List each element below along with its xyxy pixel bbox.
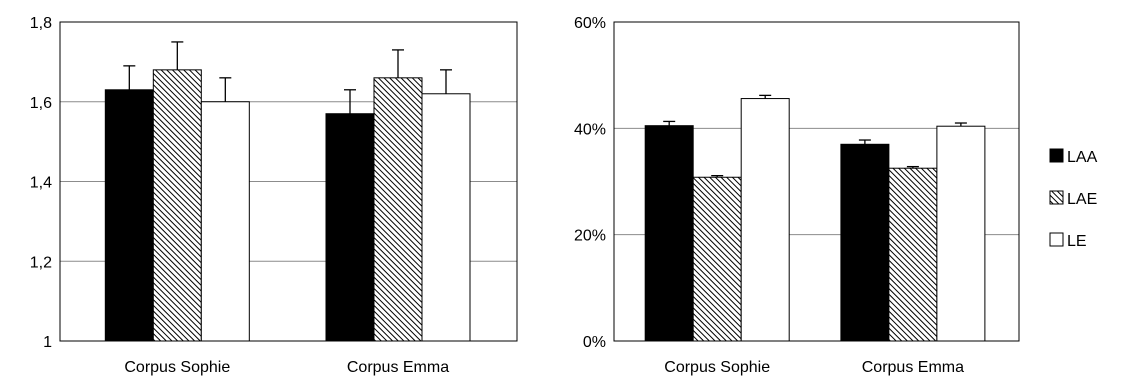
bar-laa-2: [840, 143, 890, 342]
x-tick-label: Corpus Sophie: [664, 359, 770, 376]
y-tick-label: 60%: [574, 15, 606, 32]
y-tick-label: 1,8: [30, 15, 52, 32]
chart-panel-2: 0% 20% 40% 60% Corpus Sophie Corpus Emma: [574, 15, 1020, 376]
y-tick-label: 1,4: [30, 175, 52, 192]
legend-label: LE: [1067, 233, 1087, 250]
legend-swatch-laa: [1049, 148, 1064, 163]
y-tick-label: 20%: [574, 228, 606, 245]
y-tick-label: 1,2: [30, 254, 52, 271]
bar-laa-2: [325, 113, 375, 342]
bar-le-1: [740, 98, 790, 342]
bar-lae-2: [888, 167, 938, 342]
bar-le-2: [421, 93, 471, 342]
bar-laa-1: [644, 125, 694, 342]
y-tick-label: 1,6: [30, 95, 52, 112]
x-tick-label: Corpus Emma: [347, 359, 449, 376]
y-tick-label: 0%: [583, 334, 606, 351]
bar-lae-1: [152, 69, 202, 342]
x-tick-label: Corpus Sophie: [124, 359, 230, 376]
y-tick-label: 40%: [574, 121, 606, 138]
legend-swatch-lae: [1049, 190, 1064, 205]
legend-label: LAA: [1067, 149, 1098, 166]
plot-area-border: [613, 21, 1020, 342]
bar-lae-1: [692, 176, 742, 342]
bar-lae-2: [373, 77, 423, 342]
bar-le-1: [200, 101, 250, 342]
plot-area-border: [59, 21, 518, 342]
legend-swatch-le: [1049, 232, 1064, 247]
legend-label: LAE: [1067, 191, 1097, 208]
y-tick-label: 1: [43, 334, 52, 351]
x-tick-label: Corpus Emma: [862, 359, 964, 376]
legend: LAA LAE LE: [1049, 148, 1098, 250]
chart-panel-1: 1 1,2 1,4 1,6 1,8 Corpus Sophie Corpus Emma: [30, 15, 518, 376]
bar-le-2: [936, 125, 986, 342]
bar-laa-1: [104, 89, 154, 342]
